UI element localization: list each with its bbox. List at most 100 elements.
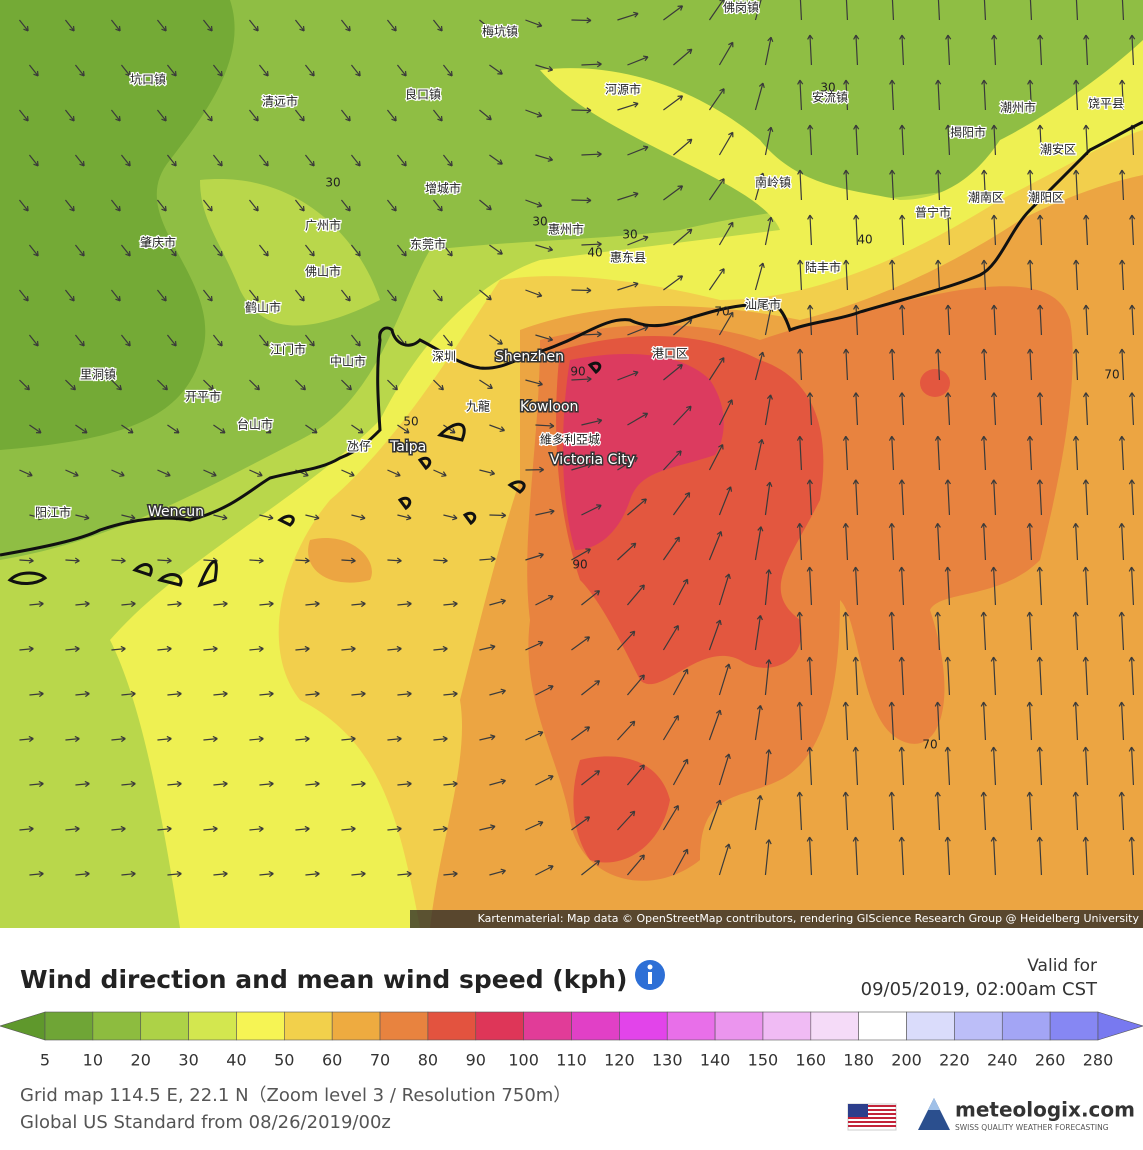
place-label: Victoria City xyxy=(550,452,635,468)
wind-arrow xyxy=(898,836,905,876)
wind-arrow xyxy=(898,479,905,516)
wind-arrow xyxy=(990,836,997,876)
scale-label: 30 xyxy=(178,1051,198,1070)
flag-stripes xyxy=(848,1105,896,1127)
wind-arrow xyxy=(341,379,352,391)
wind-arrow xyxy=(157,379,168,391)
wind-arrow xyxy=(581,61,602,68)
wind-arrow xyxy=(19,469,33,477)
wind-arrow xyxy=(258,154,269,167)
wind-arrow xyxy=(120,334,131,347)
wind-arrow xyxy=(627,55,649,66)
wind-arrow xyxy=(249,469,263,477)
wind-arrow xyxy=(889,259,896,291)
wind-arrow xyxy=(202,109,213,122)
wind-arrow xyxy=(662,714,679,741)
wind-arrow xyxy=(1029,0,1033,21)
wind-arrow xyxy=(212,334,223,347)
wind-arrow xyxy=(718,486,733,516)
scale-label: 240 xyxy=(987,1051,1018,1070)
wind-arrow xyxy=(121,424,134,434)
wind-arrow xyxy=(387,735,402,743)
wind-arrow xyxy=(980,611,987,651)
wind-arrow xyxy=(945,34,952,66)
wind-arrow xyxy=(673,405,692,426)
contour-label: 30 xyxy=(532,215,547,229)
wind-arrow xyxy=(248,289,259,302)
wind-arrow xyxy=(167,870,182,878)
wind-arrow xyxy=(525,199,543,208)
wind-arrow xyxy=(1082,836,1089,876)
wind-arrow xyxy=(535,685,554,696)
wind-arrow xyxy=(19,735,34,743)
wind-arrow xyxy=(111,645,126,653)
wind-arrow xyxy=(888,435,896,471)
wind-arrow xyxy=(489,598,506,606)
scale-label: 10 xyxy=(83,1051,103,1070)
wind-arrow xyxy=(1073,79,1080,111)
wind-arrow xyxy=(1073,169,1080,201)
wind-arrow xyxy=(121,780,136,788)
wind-arrow xyxy=(387,645,402,653)
wind-arrow xyxy=(259,600,274,608)
wind-arrow xyxy=(571,197,592,204)
wind-arrow xyxy=(718,311,734,336)
wind-arrow xyxy=(944,836,951,876)
wind-arrow xyxy=(990,479,997,516)
wind-arrow xyxy=(167,424,180,434)
scale-segment xyxy=(331,1011,381,1041)
place-label: 潮安区 xyxy=(1040,142,1076,157)
wind-arrow xyxy=(157,645,172,653)
region-red-spot xyxy=(920,369,950,397)
wind-arrow xyxy=(754,262,765,291)
wind-arrow xyxy=(167,600,182,608)
wind-arrow xyxy=(294,199,305,212)
place-label: 东莞市 xyxy=(410,237,446,252)
wind-arrow xyxy=(764,394,773,426)
wind-arrow xyxy=(64,19,75,32)
wind-arrow xyxy=(295,645,310,653)
scale-label: 20 xyxy=(131,1051,151,1070)
wind-arrow xyxy=(387,379,398,391)
wind-arrow xyxy=(341,735,356,743)
wind-arrow xyxy=(990,392,998,426)
wind-arrow xyxy=(340,109,351,122)
scale-segment xyxy=(44,1011,94,1041)
place-label: Wencun xyxy=(148,504,204,520)
wind-arrow xyxy=(617,101,639,111)
wind-arrow xyxy=(843,259,850,291)
scale-segment xyxy=(427,1011,477,1041)
wind-arrow xyxy=(258,334,269,347)
wind-arrow xyxy=(442,334,453,347)
wind-arrow xyxy=(944,392,952,426)
wind-arrow xyxy=(443,870,458,878)
wind-arrow xyxy=(991,34,998,66)
wind-arrow xyxy=(1129,214,1136,246)
wind-arrow xyxy=(489,64,503,75)
wind-arrow xyxy=(617,457,638,471)
wind-arrow xyxy=(571,816,591,831)
wind-arrow xyxy=(672,848,689,876)
attribution: Kartenmaterial: Map data © OpenStreetMap… xyxy=(478,912,1140,925)
wind-arrow xyxy=(673,48,693,66)
valid-time: 09/05/2019, 02:00am CST xyxy=(861,979,1098,1000)
place-label: 汕尾市 xyxy=(745,297,781,312)
wind-arrow xyxy=(581,504,602,516)
wind-arrow xyxy=(249,557,264,564)
wind-arrow xyxy=(75,424,88,434)
wind-arrow xyxy=(479,199,492,211)
wind-arrow xyxy=(571,376,592,383)
wind-arrow xyxy=(581,590,601,606)
scale-label: 80 xyxy=(418,1051,438,1070)
wind-arrow xyxy=(111,469,125,477)
wind-arrow xyxy=(934,611,941,651)
wind-arrow xyxy=(581,680,601,696)
wind-arrow xyxy=(754,82,765,111)
info-icon[interactable] xyxy=(635,960,665,990)
wind-arrow xyxy=(397,780,412,788)
wind-arrow xyxy=(340,289,351,302)
wind-arrow xyxy=(764,306,774,336)
wind-arrow xyxy=(1128,479,1135,516)
wind-arrow xyxy=(1083,34,1090,66)
